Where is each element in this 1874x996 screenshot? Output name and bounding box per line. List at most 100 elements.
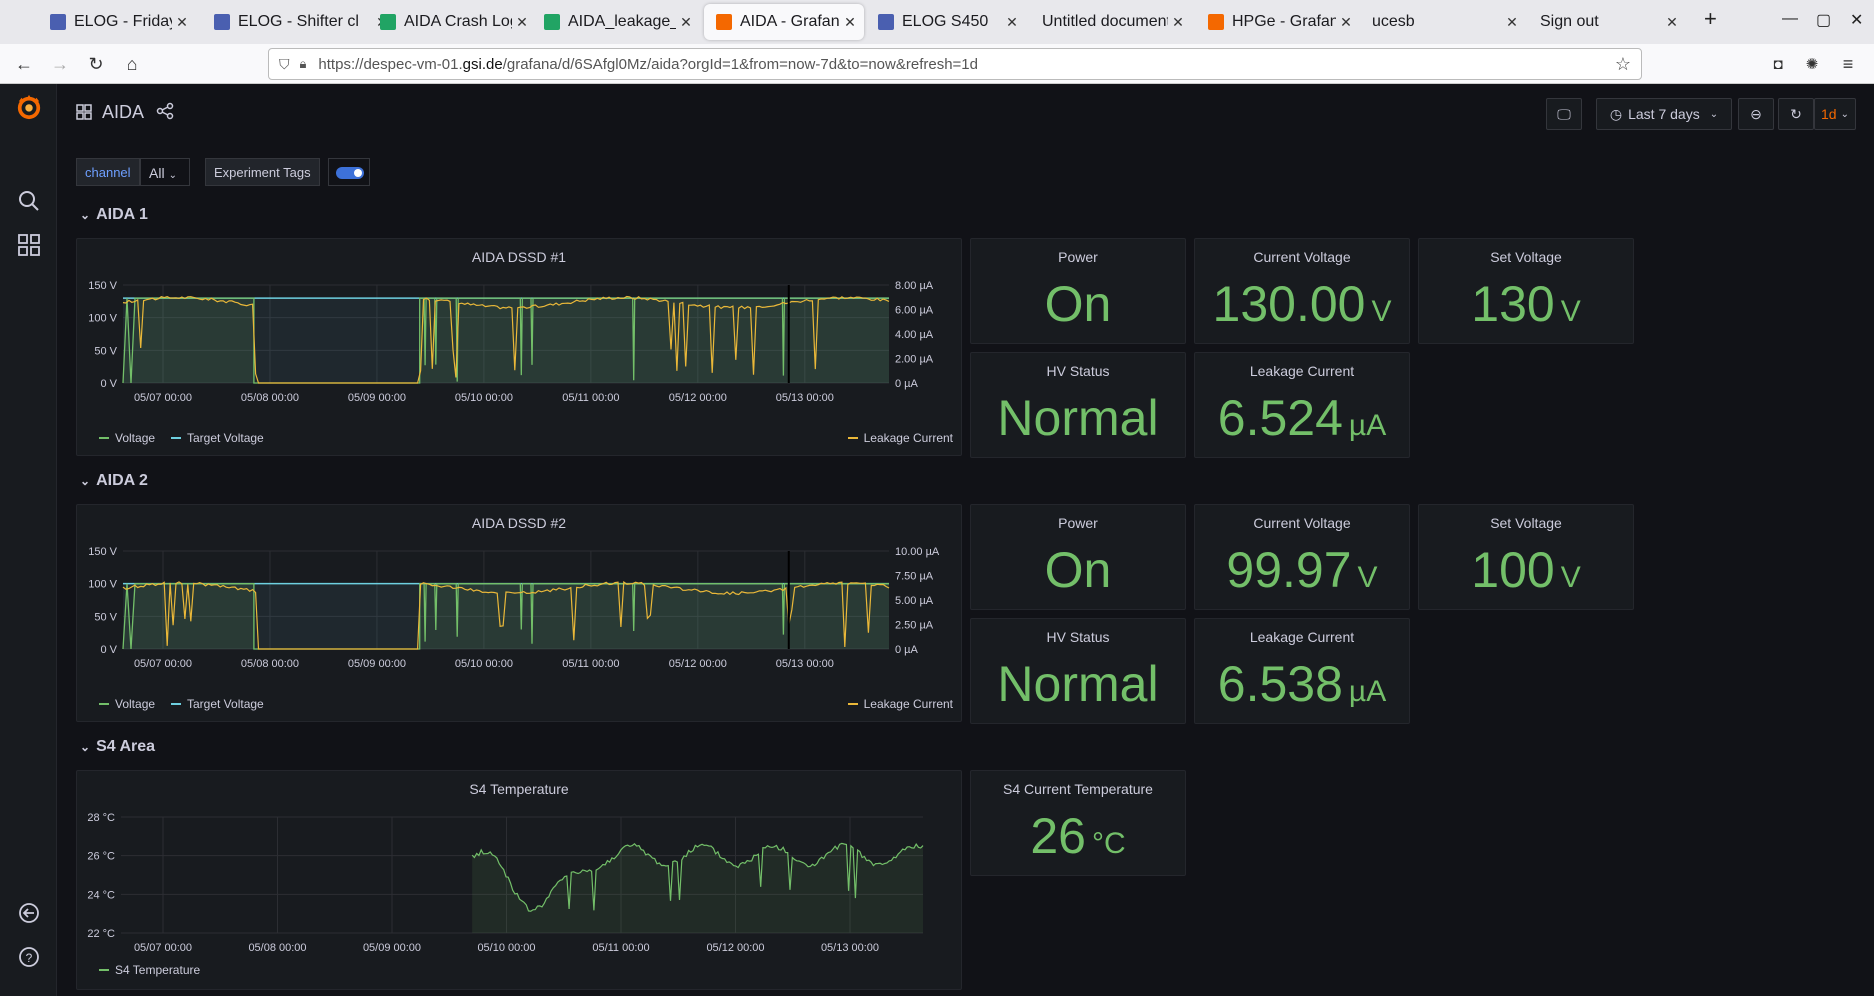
menu-icon[interactable]: ≡ xyxy=(1842,53,1854,74)
tab-title: AIDA_leakage_cu xyxy=(568,13,676,30)
close-tab-icon[interactable]: ✕ xyxy=(680,13,692,30)
tab-title: Sign out xyxy=(1540,13,1599,30)
tab-title: ELOG - Shifter cl xyxy=(238,13,359,30)
url-bar[interactable]: ⛉ 🔒︎ https://despec-vm-01.gsi.de/grafana… xyxy=(268,48,1642,80)
refresh-button[interactable]: ↻ xyxy=(1778,98,1814,130)
close-window-icon[interactable]: ✕ xyxy=(1850,12,1864,29)
voltage-area xyxy=(123,298,889,383)
tab-aida-grafana[interactable]: AIDA - Grafana ✕ xyxy=(704,4,864,40)
stat-aida1-power[interactable]: Power On xyxy=(970,238,1186,344)
y-left-tick: 100 V xyxy=(88,579,117,591)
close-tab-icon[interactable]: ✕ xyxy=(1666,13,1678,30)
y-tick: 24 °C xyxy=(87,889,115,901)
legend-swatch xyxy=(847,703,858,705)
stat-s4-current-temperature[interactable]: S4 Current Temperature 26 °C xyxy=(970,770,1186,876)
help-icon[interactable]: ? xyxy=(16,944,42,970)
legend-voltage[interactable]: Voltage xyxy=(99,431,155,445)
close-tab-icon[interactable]: ✕ xyxy=(516,13,528,30)
forward-icon[interactable]: → xyxy=(51,53,69,74)
grafana-logo-icon[interactable] xyxy=(16,94,42,120)
legend-leakage-current[interactable]: Leakage Current xyxy=(847,431,953,445)
chart-aida-dssd-2: 150 V 100 V 50 V 0 V 10.00 µA 7.50 µA 5.00 µA 2… xyxy=(88,546,940,670)
stat-aida1-leakage-current[interactable]: Leakage Current 6.524 µA xyxy=(1194,352,1410,458)
row-aida1[interactable]: ⌄ AIDA 1 xyxy=(80,206,148,224)
search-icon[interactable] xyxy=(16,188,42,214)
x-tick: 05/07 00:00 xyxy=(134,392,192,404)
y-right-tick: 0 µA xyxy=(895,378,919,390)
variable-channel-select[interactable]: All ⌄ xyxy=(140,158,190,186)
chevron-down-icon: ⌄ xyxy=(80,740,91,754)
legend-target-voltage[interactable]: Target Voltage xyxy=(171,431,264,445)
stat-title: HV Status xyxy=(1046,629,1110,645)
close-tab-icon[interactable]: ✕ xyxy=(844,13,856,30)
y-right-tick: 4.00 µA xyxy=(895,329,934,341)
maximize-icon[interactable]: ▢ xyxy=(1816,12,1832,29)
lock-icon: 🔒︎ xyxy=(299,56,307,71)
row-s4-area[interactable]: ⌄ S4 Area xyxy=(80,738,155,756)
legend-target-voltage[interactable]: Target Voltage xyxy=(171,697,264,711)
x-tick: 05/13 00:00 xyxy=(776,392,834,404)
refresh-interval-picker[interactable]: 1d ⌄ xyxy=(1814,98,1856,130)
legend-swatch xyxy=(99,969,109,971)
close-tab-icon[interactable]: ✕ xyxy=(1506,13,1518,30)
dashboard-title[interactable]: AIDA xyxy=(102,102,145,122)
y-tick: 28 °C xyxy=(87,812,115,824)
legend-swatch xyxy=(847,437,858,439)
tab-hpge-grafana[interactable]: HPGe - Grafana✕ xyxy=(1196,4,1360,40)
x-tick: 05/12 00:00 xyxy=(669,392,727,404)
svg-text:?: ? xyxy=(26,951,33,965)
reload-icon[interactable]: ↻ xyxy=(88,53,104,74)
back-icon[interactable]: ← xyxy=(15,53,33,74)
sign-in-icon[interactable] xyxy=(16,900,42,926)
tab-elog-shifter[interactable]: ELOG - Shifter cl✕ xyxy=(202,4,396,40)
stat-unit: V xyxy=(1371,295,1392,328)
tab-aida-leakage[interactable]: AIDA_leakage_cu✕ xyxy=(532,4,700,40)
panel-aida-dssd-2[interactable]: AIDA DSSD #2 150 V 100 V 50 V 0 V 10.00 µA 7.… xyxy=(76,504,962,722)
tab-untitled-document[interactable]: Untitled document - ✕ xyxy=(1030,4,1192,40)
variable-channel-label: channel xyxy=(76,158,140,186)
tab-ucesb[interactable]: ucesb ✕ xyxy=(1360,4,1526,40)
stat-aida2-hv-status[interactable]: HV Status Normal xyxy=(970,618,1186,724)
close-tab-icon[interactable]: ✕ xyxy=(1006,13,1018,30)
time-range-picker[interactable]: ◷ Last 7 days ⌄ xyxy=(1596,98,1732,130)
bookmark-star-icon[interactable]: ☆ xyxy=(1614,53,1631,74)
new-tab-icon[interactable]: + xyxy=(1704,6,1717,31)
dashboards-icon[interactable] xyxy=(16,232,42,258)
legend-voltage[interactable]: Voltage xyxy=(99,697,155,711)
x-tick: 05/08 00:00 xyxy=(248,942,306,954)
tab-title: ucesb xyxy=(1372,13,1415,30)
elog-favicon-icon xyxy=(50,14,66,30)
tv-mode-button[interactable]: 🖵︎ xyxy=(1546,98,1582,130)
tab-sign-out[interactable]: Sign out ✕ xyxy=(1528,4,1686,40)
close-tab-icon[interactable]: ✕ xyxy=(1340,13,1352,30)
stat-title: Leakage Current xyxy=(1249,363,1355,379)
row-aida2[interactable]: ⌄ AIDA 2 xyxy=(80,472,148,490)
tab-title: Untitled document - xyxy=(1042,13,1168,30)
close-tab-icon[interactable]: ✕ xyxy=(1172,13,1184,30)
legend-leakage-current[interactable]: Leakage Current xyxy=(847,697,953,711)
share-icon[interactable] xyxy=(156,102,174,125)
panel-s4-temperature[interactable]: S4 Temperature 28 °C 26 °C 24 °C 22 °C 05/07… xyxy=(76,770,962,990)
extension-icon[interactable]: ✺ xyxy=(1805,56,1819,73)
stat-aida1-hv-status[interactable]: HV Status Normal xyxy=(970,352,1186,458)
stat-value: 100 V xyxy=(1419,541,1633,599)
stat-aida1-set-voltage[interactable]: Set Voltage 130 V xyxy=(1418,238,1634,344)
stat-aida1-current-voltage[interactable]: Current Voltage 130.00 V xyxy=(1194,238,1410,344)
tab-elog-s450[interactable]: ELOG S450 ✕ xyxy=(866,4,1026,40)
stat-aida2-current-voltage[interactable]: Current Voltage 99.97 V xyxy=(1194,504,1410,610)
tab-aida-crash-log[interactable]: AIDA Crash Log ✕ xyxy=(368,4,536,40)
stat-aida2-leakage-current[interactable]: Leakage Current 6.538 µA xyxy=(1194,618,1410,724)
stat-title: Power xyxy=(1058,515,1098,531)
voltage-line xyxy=(122,583,889,650)
stat-aida2-set-voltage[interactable]: Set Voltage 100 V xyxy=(1418,504,1634,610)
experiment-tags-toggle[interactable] xyxy=(328,158,370,186)
tab-elog-friday[interactable]: ELOG - Friday 13✕ xyxy=(38,4,196,40)
close-tab-icon[interactable]: ✕ xyxy=(176,13,188,30)
legend-s4-temperature[interactable]: S4 Temperature xyxy=(99,963,200,977)
home-icon[interactable]: ⌂ xyxy=(126,53,138,74)
zoom-out-button[interactable]: ⊖ xyxy=(1738,98,1774,130)
panel-aida-dssd-1[interactable]: AIDA DSSD #1 150 V 100 V 50 V 0 V 8.00 µA 6.0… xyxy=(76,238,962,456)
pocket-icon[interactable]: ◘ xyxy=(1773,55,1783,73)
stat-aida2-power[interactable]: Power On xyxy=(970,504,1186,610)
minimize-icon[interactable]: — xyxy=(1782,10,1798,27)
